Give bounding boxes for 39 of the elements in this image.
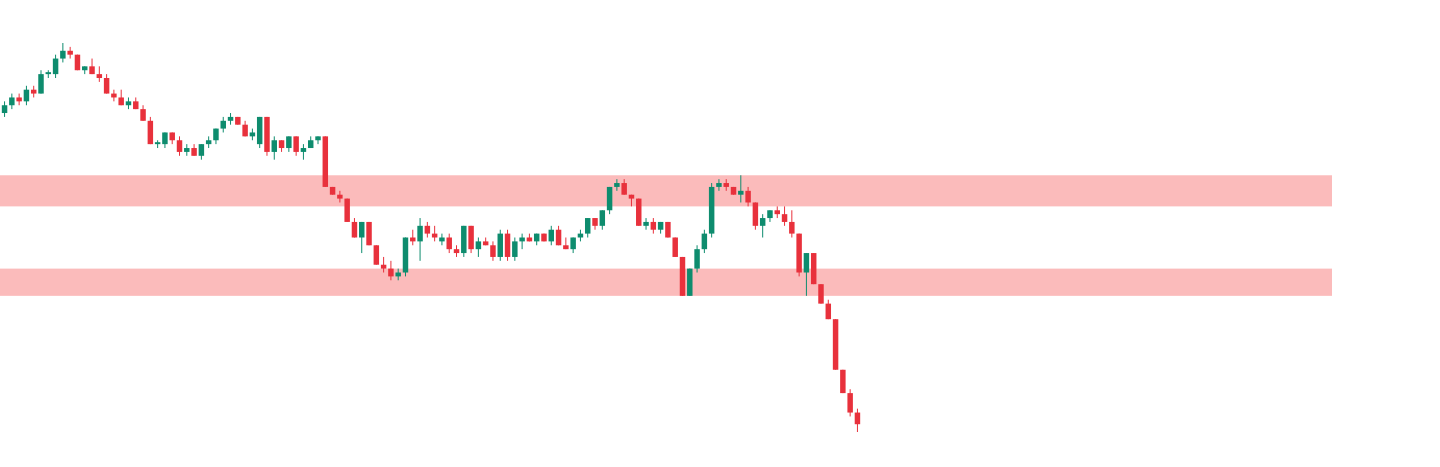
candlestick [745, 186, 751, 207]
candlestick [293, 135, 299, 157]
candlestick [599, 209, 606, 231]
candlestick [315, 135, 321, 145]
candlestick [60, 42, 66, 63]
candlestick [497, 229, 503, 262]
candlestick [147, 116, 154, 145]
candlestick [446, 233, 452, 254]
candlestick [752, 201, 759, 231]
candlestick [176, 135, 183, 157]
candlestick [337, 190, 343, 203]
candlestick [643, 217, 649, 231]
candlestick [38, 69, 44, 95]
candlestick [271, 135, 278, 161]
candlestick [781, 205, 788, 227]
candlestick [351, 217, 358, 238]
candlestick [818, 283, 824, 305]
candlestick [803, 252, 810, 297]
candlestick [694, 244, 700, 274]
candlestick [614, 178, 620, 192]
candlestick [373, 244, 380, 266]
candlestick [789, 209, 795, 238]
candlestick [759, 213, 766, 238]
candlestick [512, 237, 518, 262]
candlestick [584, 217, 591, 238]
candlestick [468, 225, 474, 254]
candlestick [563, 237, 569, 250]
candlestick [716, 178, 722, 192]
candlestick [359, 221, 365, 254]
candlestick [16, 93, 22, 106]
candlestick [847, 388, 853, 417]
candlestick [738, 174, 744, 203]
candlestick [490, 240, 496, 262]
candlestick [417, 217, 423, 262]
candlestick [504, 229, 511, 262]
candlestick [606, 186, 613, 215]
candlestick [103, 73, 110, 95]
candlestick [475, 237, 482, 258]
candlestick [388, 260, 394, 281]
